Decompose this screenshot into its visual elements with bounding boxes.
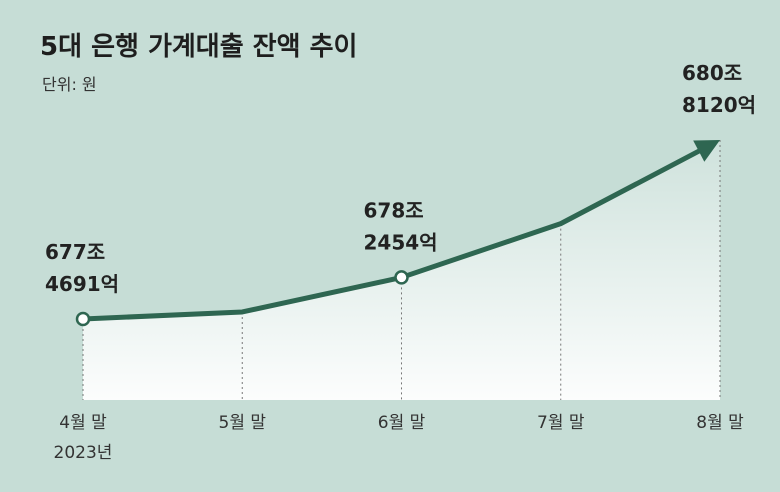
value-label: 680조 8120억 (682, 61, 756, 117)
value-label: 677조 4691억 (45, 240, 119, 296)
x-tick-label: 6월 말 (378, 413, 426, 433)
chart-subtitle: 단위: 원 (42, 75, 97, 94)
x-tick-label: 4월 말 (59, 413, 107, 433)
value-label: 678조 2454억 (364, 198, 438, 254)
x-tick-label: 8월 말 (696, 413, 744, 433)
x-tick-label: 5월 말 (219, 413, 267, 433)
year-label: 2023년 (54, 443, 113, 463)
x-tick-label: 7월 말 (537, 413, 585, 433)
point-marker (394, 270, 409, 285)
chart-title: 5대 은행 가계대출 잔액 추이 (40, 32, 357, 62)
point-marker (75, 311, 91, 327)
arrow-head (693, 140, 720, 162)
